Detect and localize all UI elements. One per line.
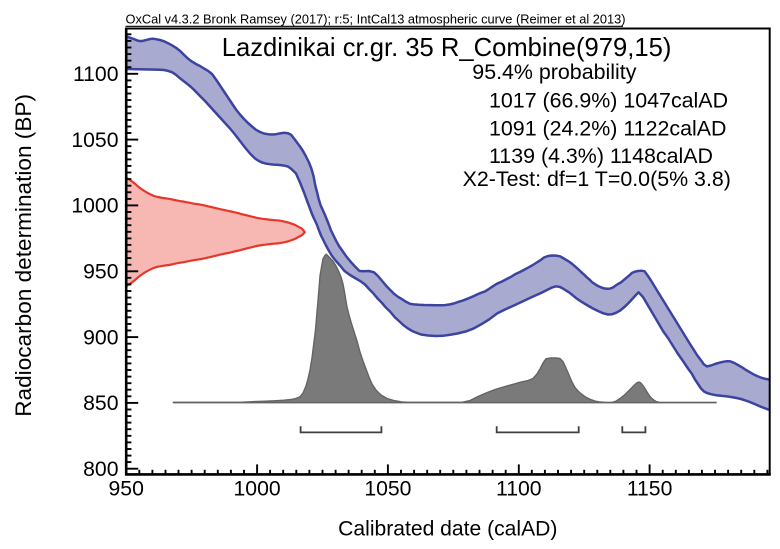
svg-text:1000: 1000: [71, 195, 118, 218]
svg-text:1017 (66.9%) 1047calAD: 1017 (66.9%) 1047calAD: [489, 88, 728, 112]
svg-text:1000: 1000: [234, 478, 281, 501]
svg-text:1100: 1100: [73, 63, 119, 86]
svg-text:850: 850: [83, 392, 118, 415]
svg-text:Radiocarbon determination (BP): Radiocarbon determination (BP): [11, 94, 36, 417]
svg-text:900: 900: [83, 326, 118, 349]
svg-text:800: 800: [83, 458, 118, 481]
svg-text:Calibrated date (calAD): Calibrated date (calAD): [338, 518, 557, 541]
svg-text:1139 (4.3%) 1148calAD: 1139 (4.3%) 1148calAD: [489, 144, 713, 168]
svg-text:1091 (24.2%) 1122calAD: 1091 (24.2%) 1122calAD: [489, 117, 726, 141]
svg-text:OxCal v4.3.2 Bronk Ramsey (201: OxCal v4.3.2 Bronk Ramsey (2017); r:5; I…: [126, 12, 626, 27]
svg-text:1050: 1050: [71, 129, 118, 152]
svg-text:1050: 1050: [364, 478, 411, 501]
svg-text:1100: 1100: [496, 478, 542, 501]
svg-text:950: 950: [109, 478, 144, 501]
svg-text:950: 950: [83, 261, 118, 284]
svg-text:1150: 1150: [627, 478, 673, 501]
svg-text:Lazdinikai cr.gr. 35 R_Combine: Lazdinikai cr.gr. 35 R_Combine(979,15): [222, 34, 672, 62]
svg-text:95.4% probability: 95.4% probability: [472, 60, 636, 84]
svg-text:X2-Test: df=1 T=0.0(5% 3.8): X2-Test: df=1 T=0.0(5% 3.8): [463, 167, 731, 191]
